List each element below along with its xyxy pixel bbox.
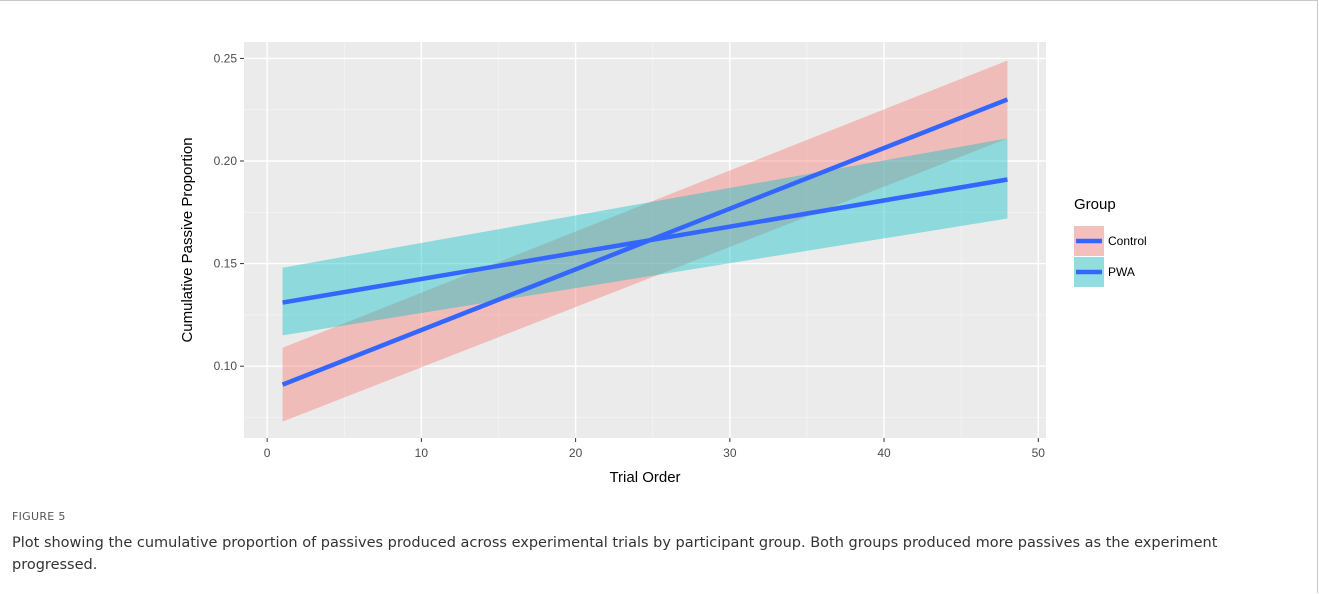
x-tick-label: 30 [723, 446, 737, 460]
figure-label: FIGURE 5 [12, 510, 66, 523]
x-axis-label: Trial Order [609, 469, 680, 486]
figure-caption: Plot showing the cumulative proportion o… [12, 535, 1218, 573]
grid-major [244, 42, 1046, 438]
grid-minor [244, 42, 1046, 438]
y-tick-label: 0.20 [214, 154, 238, 168]
ribbon-pwa [282, 138, 1008, 336]
y-tick-label: 0.10 [214, 359, 238, 373]
legend-label-control: Control [1108, 234, 1147, 248]
x-tick-label: 50 [1032, 446, 1046, 460]
legend-label-pwa: PWA [1108, 265, 1135, 279]
legend-title: Group [1074, 196, 1116, 213]
legend: Group Control PWA [1074, 196, 1147, 287]
x-tick-label: 10 [415, 446, 429, 460]
axes: 0 10 20 30 40 50 0.10 0.15 0.20 0.25 [214, 51, 1046, 460]
x-tick-label: 20 [569, 446, 583, 460]
fit-lines [281, 97, 1009, 387]
line-pwa [282, 177, 1008, 305]
y-tick-label: 0.15 [214, 257, 238, 271]
y-axis-label: Cumulative Passive Proportion [179, 137, 196, 342]
x-tick-label: 0 [264, 446, 271, 460]
x-tick-label: 40 [877, 446, 891, 460]
y-tick-label: 0.25 [214, 51, 238, 65]
chart: 0 10 20 30 40 500.100.150.200.25 Trial Order … [179, 42, 1147, 486]
